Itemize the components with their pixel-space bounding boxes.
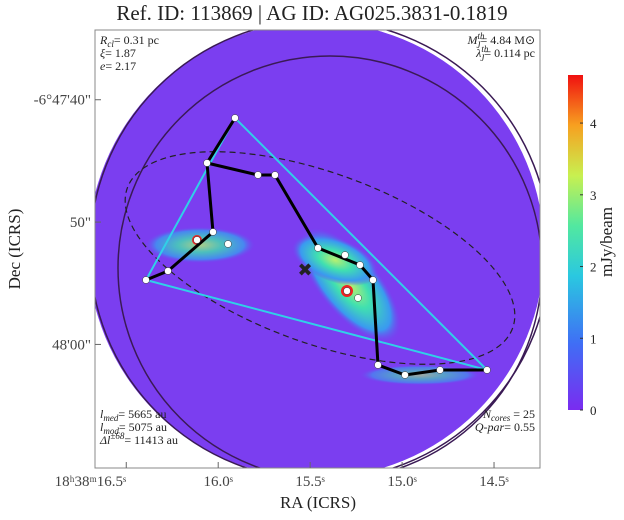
annotation-symbol: M — [466, 33, 478, 47]
annotation-sup: ±68 — [110, 431, 124, 441]
annotation-sub: mod — [103, 426, 119, 436]
colorbar-tick-label: 3 — [590, 188, 597, 203]
annotation-sup: th — [477, 31, 485, 41]
svg-text:✖: ✖ — [297, 260, 312, 280]
annotation: Ncores = 25 — [482, 407, 535, 423]
colorbar-tick-label: 1 — [590, 331, 597, 346]
colorbar-label: mJy/beam — [597, 207, 616, 277]
annotation: Q-par= 0.55 — [475, 420, 535, 434]
annotation-text: = 0.55 — [504, 420, 535, 434]
annotation-text: = 25 — [510, 407, 535, 421]
annotation-sub: med — [103, 413, 118, 423]
y-tick-label: 48'00" — [52, 337, 91, 353]
annotation: ξ= 1.87 — [100, 46, 136, 60]
y-tick-label: -6°47'40" — [34, 93, 91, 109]
annotation-text: = 0.31 pc — [114, 33, 159, 47]
annotation-sub: cl — [107, 39, 114, 49]
annotation-sub: J — [477, 40, 482, 50]
annotation-symbol: λ — [475, 46, 481, 60]
x-axis-label: RA (ICRS) — [280, 493, 356, 512]
annotation-symbol: Δl — [99, 433, 111, 447]
annotation-text: = 0.114 pc — [484, 46, 535, 60]
annotation-symbol: R — [99, 33, 108, 47]
annotation-sub: J — [480, 53, 485, 63]
annotation: e= 2.17 — [100, 59, 136, 73]
annotation-symbol: N — [482, 407, 492, 421]
colorbar-tick-label: 0 — [590, 403, 597, 418]
x-tick-label: 16.0ˢ — [203, 474, 232, 490]
annotation-text: = 4.84 M⊙ — [481, 33, 536, 47]
annotation-symbol: e — [100, 59, 106, 73]
annotation: Rcl= 0.31 pc — [99, 33, 159, 49]
x-tick-label: 15.0ˢ — [387, 474, 416, 490]
map: ✖ — [95, 30, 540, 468]
colorbar-tick-label: 2 — [590, 260, 597, 275]
y-axis-label: Dec (ICRS) — [5, 209, 24, 290]
annotation-text: = 2.17 — [105, 59, 136, 73]
colorbar-tick-label: 4 — [590, 116, 597, 131]
chart-title: Ref. ID: 113869 | AG ID: AG025.3831-0.18… — [116, 1, 507, 25]
colorbar — [568, 75, 583, 410]
annotation-text: = 11413 au — [124, 433, 178, 447]
x-tick-label: 15.5ˢ — [295, 474, 324, 490]
annotation: lmod= 5075 au — [100, 420, 167, 436]
annotation-text: = 5665 au — [118, 407, 166, 421]
y-tick-label: 50" — [70, 215, 91, 231]
annotation: λth J= 0.114 pc — [475, 44, 535, 63]
x-tick-label: 14.5ˢ — [479, 474, 508, 490]
annotation-symbol: ξ — [100, 46, 106, 60]
annotation-symbol: l — [100, 420, 104, 434]
annotation: Mth J= 4.84 M⊙ — [466, 31, 535, 50]
annotation-symbol: Q-par — [475, 420, 505, 434]
annotation: lmed= 5665 au — [100, 407, 166, 423]
annotation-text: = 5075 au — [119, 420, 167, 434]
x-tick-label: 18ʰ38ᵐ16.5ˢ — [55, 474, 127, 490]
annotation-sup: th — [481, 44, 489, 54]
annotation: Δl±68= 11413 au — [99, 431, 178, 447]
plot-frame — [94, 29, 541, 469]
annotation-text: = 1.87 — [105, 46, 136, 60]
annotation-sub: cores — [491, 413, 511, 423]
annotation-symbol: l — [100, 407, 104, 421]
